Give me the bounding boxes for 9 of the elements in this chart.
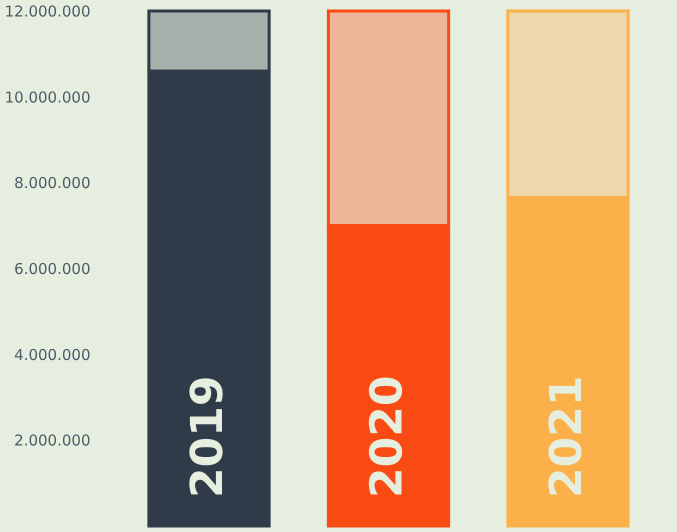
y-tick-label: 4.000.000 (14, 346, 90, 364)
y-tick-label: 8.000.000 (14, 174, 90, 192)
x-tick-label: 2021 (540, 376, 592, 498)
y-tick-label: 6.000.000 (14, 260, 90, 278)
y-tick-label: 10.000.000 (4, 88, 90, 106)
y-tick-label: 2.000.000 (14, 432, 90, 450)
x-tick-label: 2020 (362, 376, 412, 498)
y-tick-label: 12.000.000 (4, 2, 90, 20)
x-tick-label: 2019 (182, 376, 234, 498)
